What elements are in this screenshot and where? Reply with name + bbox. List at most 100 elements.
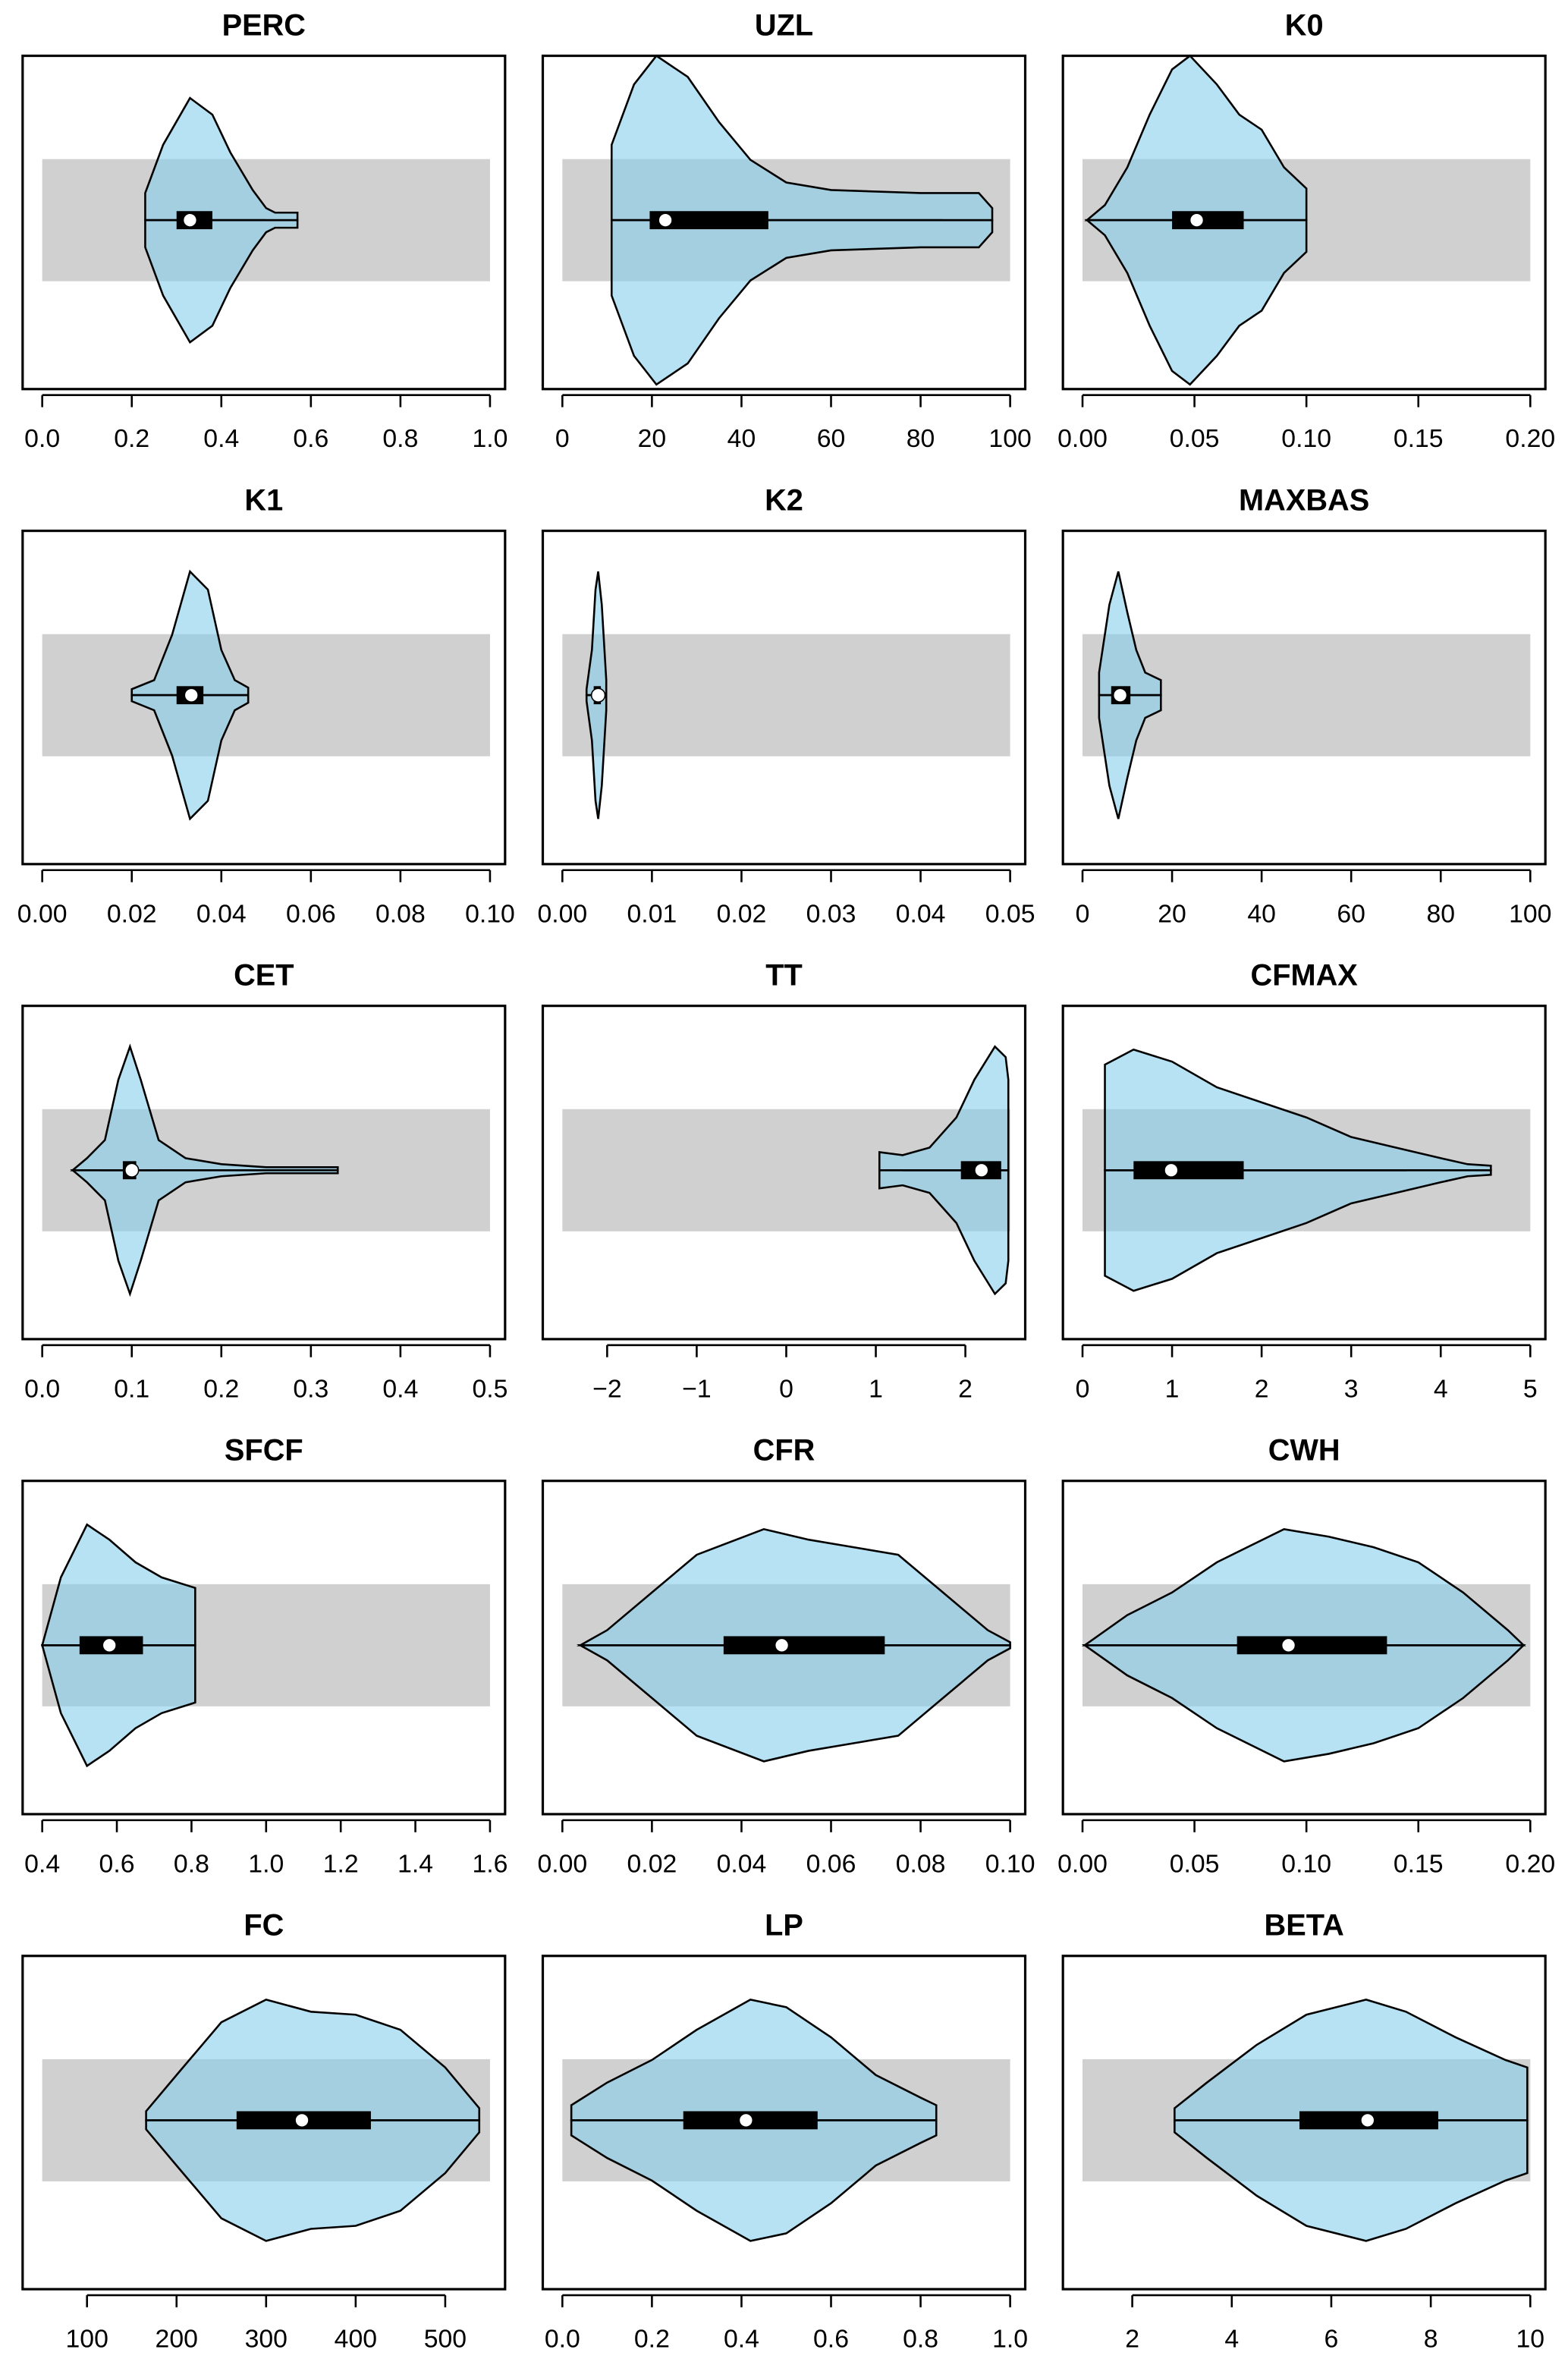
x-tick-label: −1 <box>682 1374 712 1403</box>
x-tick-label: 0.06 <box>286 899 336 928</box>
x-tick-label: 0.8 <box>174 1849 209 1878</box>
x-tick-label: 0.02 <box>107 899 157 928</box>
x-tick-label: 0.08 <box>376 899 426 928</box>
x-tick-label: 1.0 <box>248 1849 284 1878</box>
plot-frame <box>1061 529 1547 866</box>
median <box>124 1162 140 1178</box>
panel-title: PERC <box>222 8 306 42</box>
x-tick-label: 20 <box>1158 899 1186 928</box>
panel-title: SFCF <box>225 1433 303 1467</box>
plot-frame <box>21 1005 507 1341</box>
x-tick-label: 0.04 <box>896 899 946 928</box>
panel-title: UZL <box>755 8 813 42</box>
x-tick-label: 0.4 <box>203 424 239 453</box>
x-tick-label: 1 <box>1165 1374 1180 1403</box>
violin-half <box>145 2119 481 2242</box>
x-tick-label: 0.2 <box>634 2324 670 2353</box>
plot-frame <box>1061 54 1547 391</box>
plot-frame <box>541 1480 1027 1816</box>
median <box>774 1637 790 1653</box>
violin-half <box>145 1999 481 2122</box>
x-tick-label: 4 <box>1434 1374 1448 1403</box>
violin-half <box>1084 54 1308 222</box>
x-tick-label: 0.0 <box>24 1374 60 1403</box>
x-tick-label: 0.8 <box>903 2324 938 2353</box>
panel-title: K0 <box>1285 8 1324 42</box>
prior-range <box>562 634 1010 756</box>
x-tick-label: 0.6 <box>813 2324 849 2353</box>
violin-half <box>570 2119 938 2242</box>
x-tick-label: 6 <box>1324 2324 1339 2353</box>
x-tick-label: 0.05 <box>1170 424 1220 453</box>
x-tick-label: 3 <box>1344 1374 1359 1403</box>
panel-title: CET <box>234 958 294 992</box>
x-tick-label: 0.3 <box>293 1374 328 1403</box>
x-tick-label: 0 <box>555 424 570 453</box>
x-tick-label: 0.8 <box>382 424 418 453</box>
x-tick-label: 4 <box>1224 2324 1239 2353</box>
x-tick-label: 0.10 <box>1281 424 1331 453</box>
violin-half <box>1174 1999 1529 2122</box>
violin-half <box>570 1999 938 2122</box>
box <box>1172 211 1244 230</box>
median <box>1189 212 1205 228</box>
x-tick-label: 0.02 <box>717 899 767 928</box>
panel-title: BETA <box>1265 1908 1344 1942</box>
violin-half <box>130 569 250 697</box>
violin-half <box>1098 571 1162 697</box>
x-tick-label: 0.20 <box>1505 424 1555 453</box>
x-tick-label: 0.00 <box>17 899 68 928</box>
violin-half <box>40 1644 196 1768</box>
violin-half <box>144 219 299 344</box>
plot-frame <box>21 1480 507 1816</box>
x-tick-label: 100 <box>1509 899 1551 928</box>
x-tick-label: 40 <box>1247 899 1276 928</box>
x-tick-label: 0.15 <box>1394 424 1444 453</box>
median <box>738 2112 754 2128</box>
x-tick-label: 5 <box>1523 1374 1538 1403</box>
median <box>102 1637 117 1653</box>
median <box>974 1162 989 1178</box>
plot-frame <box>21 54 507 391</box>
violin-half <box>1084 219 1308 386</box>
prior-range <box>42 634 490 756</box>
x-tick-label: 0.0 <box>24 424 60 453</box>
panel-title: CFMAX <box>1251 958 1359 992</box>
panel-title: MAXBAS <box>1239 483 1369 517</box>
violin-half <box>610 219 994 386</box>
plot-frame <box>21 1955 507 2291</box>
x-tick-label: 0 <box>1076 1374 1090 1403</box>
panel-title: CFR <box>753 1433 815 1467</box>
x-tick-label: 0.04 <box>196 899 247 928</box>
x-tick-label: 0.6 <box>99 1849 135 1878</box>
plot-frame <box>541 1955 1027 2291</box>
median <box>182 212 198 228</box>
x-tick-label: 1.0 <box>992 2324 1028 2353</box>
median <box>1280 1637 1296 1653</box>
violin-half <box>577 1644 1011 1763</box>
x-tick-label: 2 <box>1125 2324 1139 2353</box>
x-tick-label: 300 <box>245 2324 288 2353</box>
x-tick-label: 0.5 <box>472 1374 507 1403</box>
panel-title: K1 <box>244 483 283 517</box>
violin-half <box>878 1045 1010 1172</box>
x-tick-label: 0.00 <box>1057 424 1108 453</box>
x-tick-label: 0.00 <box>1057 1849 1108 1878</box>
x-tick-label: 2 <box>958 1374 973 1403</box>
x-tick-label: 0.1 <box>114 1374 149 1403</box>
x-tick-label: 0.4 <box>724 2324 759 2353</box>
panel-title: LP <box>765 1908 803 1942</box>
x-tick-label: 100 <box>988 424 1031 453</box>
violin-half <box>1174 2119 1529 2242</box>
plot-frame <box>21 529 507 866</box>
x-tick-label: 0.03 <box>806 899 856 928</box>
x-tick-label: 0.0 <box>545 2324 580 2353</box>
x-tick-label: 0.00 <box>537 899 587 928</box>
median <box>184 687 199 703</box>
violin-half <box>878 1168 1010 1296</box>
x-tick-label: 1.6 <box>472 1849 507 1878</box>
violin-half <box>1081 1527 1526 1647</box>
x-tick-label: 2 <box>1255 1374 1269 1403</box>
